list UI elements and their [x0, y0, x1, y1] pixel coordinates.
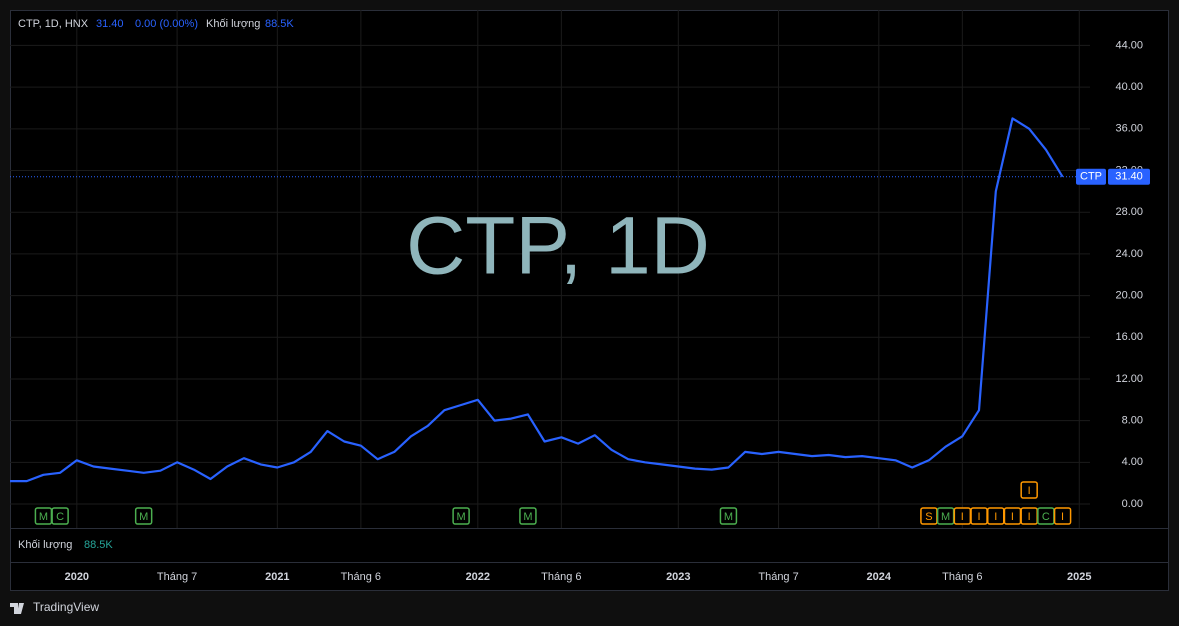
event-marker: I [1020, 481, 1038, 499]
event-box [134, 507, 153, 525]
price-line [10, 117, 1064, 483]
header-change: 0.00 (0.00%) [135, 18, 198, 30]
price-tag-bg [1108, 168, 1150, 185]
event-marker: C [51, 507, 69, 525]
event-marker: M [452, 507, 470, 525]
event-label: S [925, 511, 932, 523]
x-tick-label: 2021 [265, 571, 289, 583]
event-box [1020, 481, 1038, 499]
header-volume: 88.5K [265, 18, 294, 30]
event-marker: M [719, 507, 738, 525]
event-label: I [978, 511, 981, 523]
event-marker: I [970, 507, 988, 525]
y-tick-label: 24.00 [1115, 248, 1143, 260]
event-label: M [457, 511, 466, 523]
logo-mark [10, 603, 24, 614]
y-tick-label: 0.00 [1122, 498, 1143, 510]
event-marker: I [1003, 507, 1022, 525]
x-tick-label: Tháng 6 [541, 571, 581, 583]
plot [10, 117, 1090, 483]
y-tick-label: 4.00 [1122, 456, 1143, 468]
x-tick-label: Tháng 7 [157, 571, 197, 583]
volume-label: Khối lượng [18, 539, 72, 551]
grid [10, 10, 1090, 528]
y-tick-label: 16.00 [1115, 331, 1143, 343]
y-tick-label: 28.00 [1115, 206, 1143, 218]
header-price: 31.40 [96, 18, 124, 30]
event-label: M [39, 511, 48, 523]
event-marker: M [134, 507, 153, 525]
event-label: C [1042, 511, 1050, 523]
event-label: I [1061, 511, 1064, 523]
event-label: I [1028, 511, 1031, 523]
event-marker: I [1020, 507, 1038, 525]
header-volume-label: Khối lượng [206, 18, 260, 30]
event-label: I [1011, 511, 1014, 523]
event-marker: I [1053, 507, 1072, 525]
series-tag-bg [1076, 168, 1106, 185]
brand-name: TradingView [33, 600, 99, 614]
event-label: C [56, 511, 64, 523]
x-tick-label: Tháng 6 [942, 571, 982, 583]
y-tick-label: 12.00 [1115, 373, 1143, 385]
event-label: M [941, 511, 950, 523]
event-box [452, 507, 470, 525]
x-tick-label: 2024 [867, 571, 892, 583]
event-label: M [724, 511, 733, 523]
event-label: M [523, 511, 532, 523]
series-tag: CTP [1080, 171, 1102, 183]
event-box [51, 507, 69, 525]
event-marker: I [987, 507, 1005, 525]
event-marker: C [1037, 507, 1055, 525]
x-tick-label: 2025 [1067, 571, 1091, 583]
x-tick-label: 2023 [666, 571, 690, 583]
event-box [1053, 507, 1072, 525]
event-label: I [961, 511, 964, 523]
price-tag: 31.40 [1115, 171, 1143, 183]
y-tick-label: 20.00 [1115, 289, 1143, 301]
y-tick-label: 36.00 [1115, 123, 1143, 135]
volume-value: 88.5K [84, 539, 113, 551]
event-marker: S [920, 507, 938, 525]
brand-logo: TradingView [10, 600, 99, 614]
x-tick-label: 2020 [65, 571, 89, 583]
event-label: M [139, 511, 148, 523]
event-box [719, 507, 738, 525]
event-marker: M [34, 507, 53, 525]
chart-frame [10, 10, 1169, 591]
event-label: I [1028, 485, 1031, 497]
event-box [519, 507, 537, 525]
event-marker: I [953, 507, 972, 525]
event-label: I [994, 511, 997, 523]
event-marker: M [519, 507, 537, 525]
y-tick-label: 44.00 [1115, 39, 1143, 51]
watermark: CTP, 1D [406, 201, 710, 292]
y-tick-label: 8.00 [1122, 415, 1143, 427]
event-marker: M [936, 507, 955, 525]
x-tick-label: Tháng 6 [341, 571, 381, 583]
x-tick-label: Tháng 7 [758, 571, 798, 583]
chart-title: CTP, 1D, HNX [18, 18, 89, 30]
x-tick-label: 2022 [466, 571, 490, 583]
y-tick-label: 40.00 [1115, 81, 1143, 93]
